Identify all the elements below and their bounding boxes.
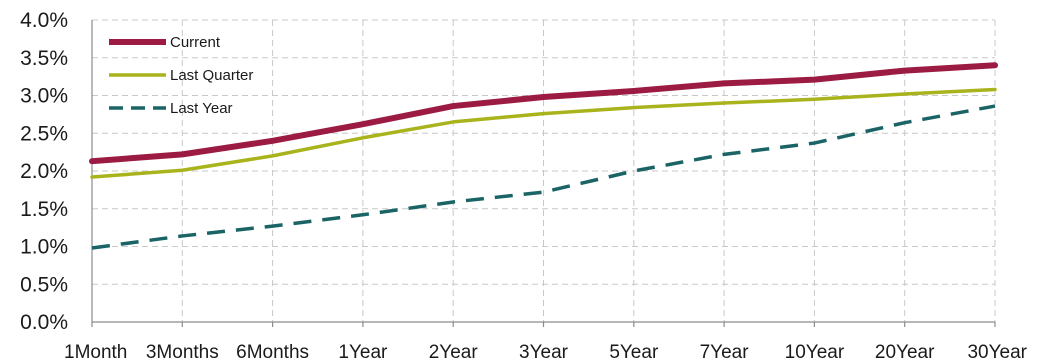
- x-tick-label: 1Year: [338, 342, 388, 363]
- x-tick-label: 5Year: [609, 342, 659, 363]
- x-tick-label: 10Year: [785, 342, 845, 363]
- legend-label: Last Year: [170, 100, 233, 117]
- x-tick-label: 30Year: [967, 342, 1027, 363]
- y-tick-label: 1.5%: [20, 198, 68, 221]
- series-line-last-year: [91, 104, 996, 250]
- y-axis-ticks: 0.0% 0.5% 1.0% 1.5% 2.0% 2.5% 3.0% 3.5% 4.0%: [20, 9, 68, 334]
- series-line-current: [89, 62, 998, 165]
- x-tick-label: 1Month: [64, 342, 127, 363]
- gridlines: [92, 19, 996, 322]
- y-tick-label: 0.0%: [20, 311, 68, 334]
- y-tick-label: 4.0%: [20, 9, 68, 32]
- legend-label: Last Quarter: [170, 67, 253, 84]
- axes: [91, 20, 996, 327]
- x-tick-label: 6Months: [236, 342, 309, 363]
- y-tick-label: 2.5%: [20, 122, 68, 145]
- y-tick-label: 3.0%: [20, 85, 68, 108]
- x-axis-ticks: 1Month 3Months 6Months 1Year 2Year 3Year 5Year…: [64, 342, 1028, 363]
- y-tick-label: 0.5%: [20, 273, 68, 296]
- legend: Current Last Quarter Last Year: [109, 34, 253, 117]
- y-tick-label: 2.0%: [20, 160, 68, 183]
- x-tick-label: 7Year: [700, 342, 750, 363]
- x-tick-label: 3Months: [146, 342, 219, 363]
- y-tick-label: 3.5%: [20, 47, 68, 70]
- x-tick-label: 2Year: [429, 342, 479, 363]
- legend-label: Current: [170, 34, 221, 51]
- x-tick-label: 3Year: [519, 342, 569, 363]
- series-lines: [89, 62, 998, 250]
- series-line-last-quarter: [90, 87, 997, 179]
- y-tick-label: 1.0%: [20, 236, 68, 259]
- x-tick-label: 20Year: [875, 342, 935, 363]
